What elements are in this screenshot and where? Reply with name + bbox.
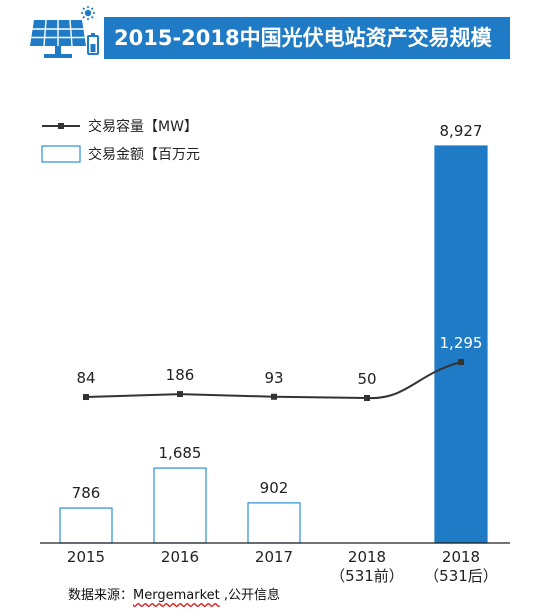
bar-label-0: 786 xyxy=(72,484,101,502)
legend-bar-label: 交易金额【百万元 xyxy=(88,146,200,163)
bar-1 xyxy=(153,467,207,544)
x-tick-label-3: 2018 xyxy=(348,548,386,566)
header: 2015-2018中国光伏电站资产交易规模 xyxy=(0,0,549,70)
x-tick-label-4-b: （531后） xyxy=(424,567,498,585)
legend-line-marker xyxy=(58,123,64,129)
line-point-0 xyxy=(83,394,89,401)
x-tick-label-0: 2015 xyxy=(67,548,105,566)
line-label-2: 93 xyxy=(264,369,283,387)
x-tick-label-1: 2016 xyxy=(161,548,199,566)
x-tick-label-3-b: （531前） xyxy=(330,567,404,585)
bar-0 xyxy=(59,507,113,544)
source-suffix: ,公开信息 xyxy=(219,588,280,603)
legend-bar-swatch xyxy=(41,145,81,163)
title-banner: 2015-2018中国光伏电站资产交易规模 xyxy=(104,17,510,59)
bar-label-4: 8,927 xyxy=(440,122,483,140)
line-label-1: 186 xyxy=(166,366,195,384)
line-point-4 xyxy=(458,359,464,365)
page-title: 2015-2018中国光伏电站资产交易规模 xyxy=(114,26,492,50)
line-point-2 xyxy=(271,393,277,400)
line-point-1 xyxy=(177,391,183,398)
bar-2 xyxy=(247,502,301,544)
source-note: 数据来源：Mergemarket ,公开信息 xyxy=(68,584,280,603)
x-tick-label-2: 2017 xyxy=(255,548,293,566)
bar-label-1: 1,685 xyxy=(159,444,202,462)
source-brand: Mergemarket xyxy=(133,588,220,603)
x-tick-label-4: 2018 xyxy=(442,548,480,566)
bar-label-2: 902 xyxy=(260,479,289,497)
legend-line-label: 交易容量【MW】 xyxy=(88,118,198,135)
line-series xyxy=(85,361,462,400)
line-label-4: 1,295 xyxy=(440,334,483,352)
line-point-3 xyxy=(364,395,370,401)
line-label-3: 50 xyxy=(357,370,376,388)
bar-4 xyxy=(434,145,488,544)
source-prefix: 数据来源： xyxy=(68,588,134,603)
solar-panel-icon xyxy=(22,6,102,64)
line-label-0: 84 xyxy=(76,369,95,387)
